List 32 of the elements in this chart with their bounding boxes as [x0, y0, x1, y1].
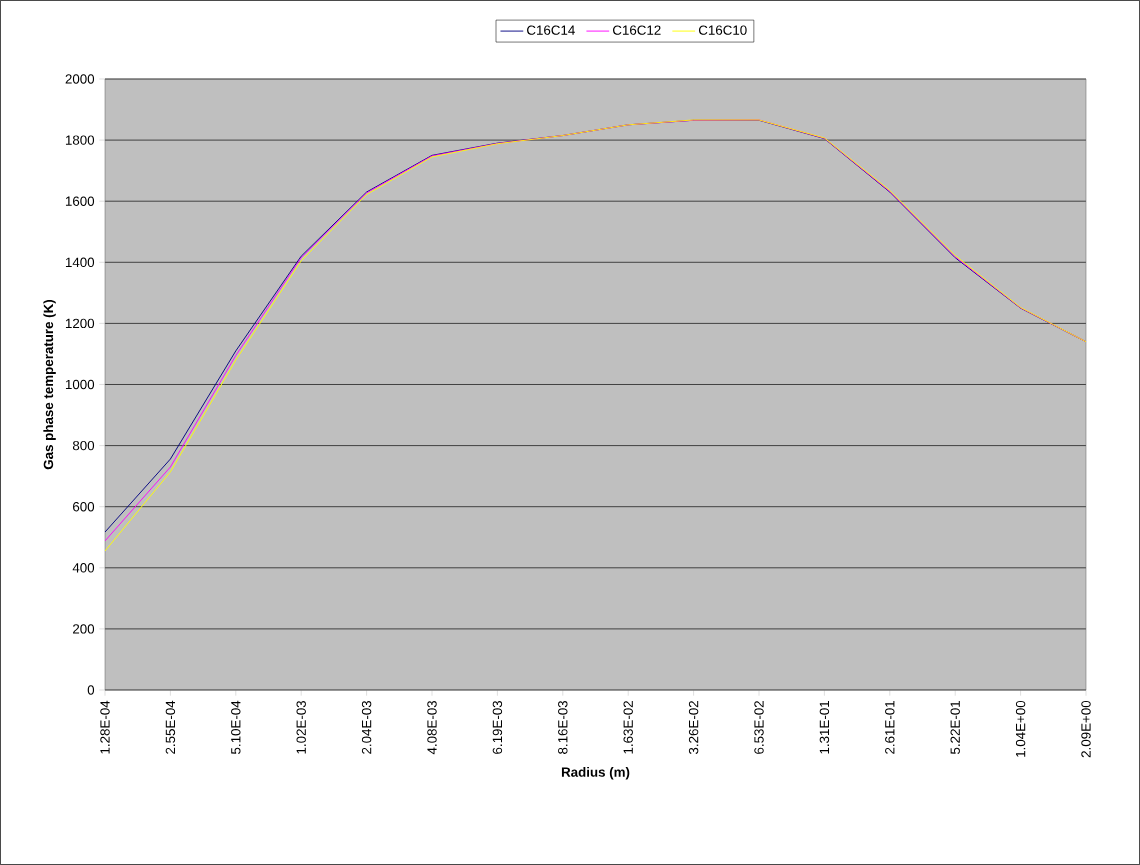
- y-tick-label: 1400: [65, 257, 95, 268]
- x-tick-label: 1.31E-01: [819, 701, 830, 754]
- y-tick-label: 1200: [65, 318, 95, 329]
- x-tick-label: 2.61E-01: [885, 701, 895, 754]
- y-tick-label: 2000: [65, 74, 95, 84]
- x-tick-label: 6.53E-02: [754, 701, 764, 754]
- x-tick-label: 1.04E+00: [1015, 700, 1026, 757]
- x-tick-label: 5.10E-04: [231, 700, 241, 754]
- x-tick-label: 3.26E-02: [688, 701, 699, 755]
- x-tick-label: 1.02E-03: [296, 700, 306, 754]
- x-tick-label: 1.28E-04: [100, 700, 110, 754]
- y-tick-label: 200: [73, 624, 95, 634]
- y-tick-label: 1800: [65, 135, 95, 145]
- y-tick-label: 600: [73, 501, 95, 512]
- y-tick-label: 0: [87, 685, 95, 695]
- x-tick-label: 2.55E-04: [165, 700, 176, 754]
- y-axis-title: Gas phase temperature (K): [43, 299, 56, 470]
- y-tick-label: 1000: [65, 379, 95, 390]
- x-tick-label: 5.22E-01: [950, 701, 960, 754]
- y-tick-label: 1600: [65, 196, 95, 206]
- legend-label: C16C12: [612, 25, 661, 35]
- x-tick-label: 4.08E-03: [427, 700, 437, 755]
- legend-label: C16C10: [698, 25, 747, 35]
- x-tick-label: 2.09E+00: [1081, 700, 1091, 758]
- y-tick-label: 400: [72, 563, 95, 573]
- y-tick-label: 800: [72, 440, 95, 451]
- x-tick-label: 2.04E-03: [361, 700, 372, 754]
- x-axis-title: Radius (m): [561, 767, 630, 780]
- x-tick-label: 1.63E-02: [623, 701, 633, 754]
- legend-label: C16C14: [527, 25, 575, 35]
- x-tick-label: 8.16E-03: [558, 700, 568, 754]
- x-tick-label: 6.19E-03: [492, 700, 503, 754]
